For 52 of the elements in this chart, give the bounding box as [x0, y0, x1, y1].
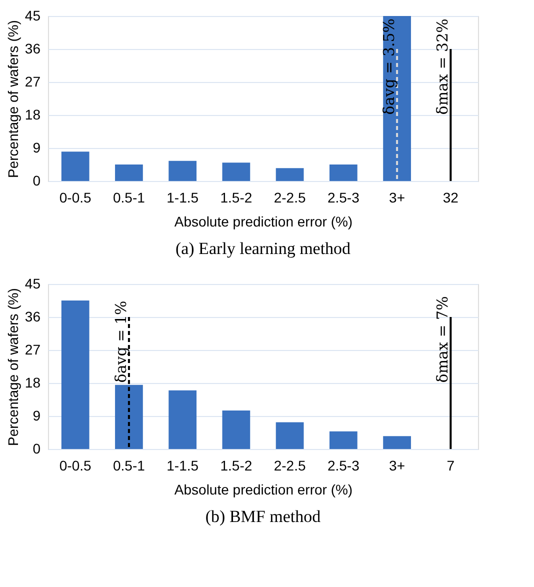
- bar: [222, 410, 250, 449]
- y-tick-label: 0: [32, 172, 41, 188]
- bar: [222, 162, 250, 181]
- y-tick-label: 36: [24, 40, 41, 56]
- bar: [168, 160, 197, 181]
- x-tick-label: 32: [442, 190, 459, 206]
- y-tick-label: 45: [24, 8, 41, 24]
- x-tick-label: 0-0.5: [59, 190, 92, 206]
- x-tick-label: 7: [446, 458, 455, 474]
- bar: [329, 431, 358, 449]
- y-tick-label: 36: [24, 308, 41, 324]
- bar: [329, 164, 358, 181]
- bar: [168, 390, 197, 449]
- bar: [115, 164, 143, 181]
- x-tick-label: 1.5-2: [220, 458, 252, 474]
- x-tick-label: 2.5-3: [327, 190, 360, 206]
- bar: [383, 436, 411, 449]
- x-axis-title: Absolute prediction error (%): [174, 214, 353, 230]
- x-axis-title: Absolute prediction error (%): [174, 482, 353, 498]
- y-tick-label: 45: [24, 276, 41, 292]
- ref-line-label: δavg = 3.5%: [380, 18, 398, 115]
- bar: [115, 384, 143, 449]
- text: (a) Early learning method: [175, 239, 352, 258]
- bar: [383, 16, 411, 181]
- y-axis-title: Percentage of wafers (%): [4, 288, 21, 446]
- bar: [61, 300, 90, 449]
- y-tick-label: 27: [24, 342, 41, 358]
- y-tick-label: 9: [32, 408, 41, 424]
- x-tick-label: 2-2.5: [274, 458, 306, 474]
- x-tick-label: 2.5-3: [327, 458, 360, 474]
- y-tick-label: 9: [32, 140, 41, 156]
- x-tick-label: 1-1.5: [166, 190, 199, 206]
- ref-line-label: δavg = 1%: [112, 300, 130, 383]
- x-tick-label: 0-0.5: [59, 458, 92, 474]
- bar: [276, 422, 304, 449]
- y-axis-title: Percentage of wafers (%): [4, 20, 21, 178]
- x-tick-label: 1-1.5: [166, 458, 199, 474]
- y-tick-label: 18: [24, 374, 41, 390]
- bar: [61, 152, 90, 181]
- x-tick-label: 3+: [389, 458, 406, 474]
- x-tick-label: 0.5-1: [113, 190, 146, 206]
- y-tick-label: 18: [24, 106, 41, 122]
- ref-line-label: δmax = 32%: [434, 18, 452, 115]
- text: (b) BMF method: [205, 507, 322, 526]
- y-tick-label: 27: [24, 74, 41, 90]
- x-tick-label: 2-2.5: [274, 190, 306, 206]
- ref-line-label: δmax = 7%: [434, 296, 452, 383]
- x-tick-label: 0.5-1: [113, 458, 146, 474]
- y-tick-label: 0: [32, 440, 41, 456]
- bar: [276, 168, 304, 181]
- x-tick-label: 1.5-2: [220, 190, 252, 206]
- x-tick-label: 3+: [389, 190, 406, 206]
